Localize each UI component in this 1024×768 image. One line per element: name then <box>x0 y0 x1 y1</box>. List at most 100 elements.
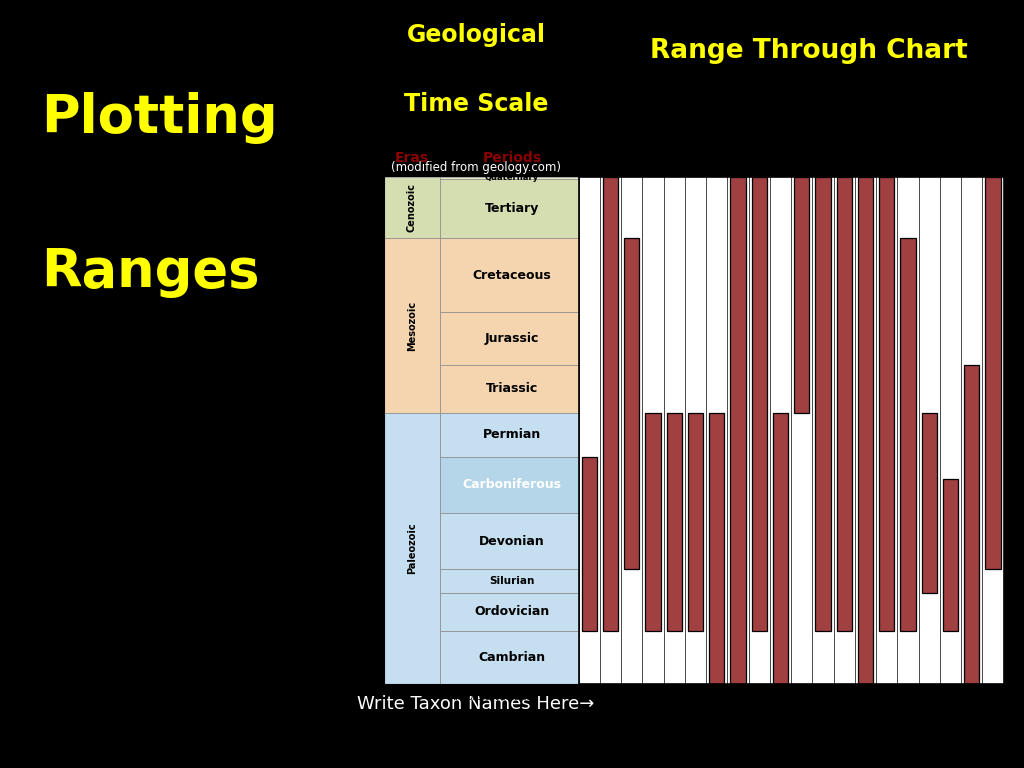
Text: Write Taxon Names Here→: Write Taxon Names Here→ <box>357 695 595 713</box>
Text: Permian: Permian <box>482 429 541 442</box>
Bar <box>815 177 830 631</box>
Text: (modified from geology.com): (modified from geology.com) <box>391 161 561 174</box>
Text: Class Articulata: Class Articulata <box>42 89 127 99</box>
Bar <box>773 412 788 684</box>
Text: Fossil 6: Fossil 6 <box>14 170 56 180</box>
Text: Fossil 3: Fossil 3 <box>14 109 56 119</box>
Text: Fossil 14: Fossil 14 <box>14 332 63 342</box>
Text: Class Trilobita: Class Trilobita <box>46 250 118 260</box>
Text: Class Rostroconchia: Class Rostroconchia <box>42 190 145 200</box>
Text: Range: Cambrian-Permian: Range: Cambrian-Permian <box>205 68 335 78</box>
Text: Fossil 8: Fossil 8 <box>14 210 56 220</box>
Text: Cretaceous: Cretaceous <box>472 269 551 282</box>
Text: Fossil 18: Fossil 18 <box>14 412 63 422</box>
Bar <box>922 412 937 593</box>
Text: Fossil 10: Fossil 10 <box>14 250 63 260</box>
Text: Order Scleractinia: Order Scleractinia <box>46 271 139 281</box>
Text: Class Gastropoda: Class Gastropoda <box>42 210 133 220</box>
Bar <box>752 177 767 631</box>
Bar <box>794 177 809 412</box>
Text: Class Bivalvia: Class Bivalvia <box>46 332 118 342</box>
Text: Range: Cambrian-Triassic: Range: Cambrian-Triassic <box>205 432 330 442</box>
Text: Periods: Periods <box>482 151 542 165</box>
Text: Tertiary: Tertiary <box>484 202 539 215</box>
Text: Mesozoic: Mesozoic <box>407 300 417 351</box>
Text: Carboniferous: Carboniferous <box>462 478 561 492</box>
Text: Eras: Eras <box>395 151 429 165</box>
Bar <box>384 412 440 684</box>
Text: Fossil 2: Fossil 2 <box>14 89 56 99</box>
Bar <box>667 412 682 631</box>
Bar <box>440 313 584 365</box>
Bar <box>582 457 597 631</box>
Bar <box>900 239 915 631</box>
Text: Triassic: Triassic <box>485 382 538 396</box>
Text: Range: Ordovician-Cretaceous: Range: Ordovician-Cretaceous <box>205 372 356 382</box>
Text: Class Edrioasteroidea: Class Edrioasteroidea <box>42 68 154 78</box>
Bar <box>384 239 440 412</box>
Bar <box>440 239 584 313</box>
Text: Class Stromatoporata: Class Stromatoporata <box>46 372 157 382</box>
Text: Range: Cambrian- Recent: Range: Cambrian- Recent <box>205 89 332 99</box>
Text: Paleozoic: Paleozoic <box>407 522 417 574</box>
Text: Fossil 5: Fossil 5 <box>14 150 56 160</box>
Text: Range: Cambrian- Recent: Range: Cambrian- Recent <box>205 352 332 362</box>
Text: Class Stenolaemata: Class Stenolaemata <box>42 230 144 240</box>
Text: Fossil 20:: Fossil 20: <box>14 453 68 463</box>
Text: Geological: Geological <box>407 23 546 47</box>
Bar <box>964 365 979 684</box>
Text: Range:  Silurian-Cretaceous: Range: Silurian-Cretaceous <box>205 109 343 119</box>
Bar <box>440 513 584 569</box>
Text: Class Conodonta: Class Conodonta <box>46 432 132 442</box>
Text: Ordovician: Ordovician <box>474 605 550 618</box>
Text: Order Tabulata: Order Tabulata <box>42 150 122 160</box>
Bar <box>645 412 660 631</box>
Text: Range: Cambrian-Permian: Range: Cambrian-Permian <box>205 250 335 260</box>
Bar <box>440 412 584 457</box>
Bar <box>440 365 584 412</box>
Text: Class Echinoidea: Class Echinoidea <box>46 311 133 321</box>
Text: Fossil 11: Fossil 11 <box>14 271 63 281</box>
Text: Fossil 12:: Fossil 12: <box>14 291 68 301</box>
Text: Plotting: Plotting <box>41 92 278 144</box>
Text: Range: Ordovician-Permian: Range: Ordovician-Permian <box>205 150 341 160</box>
Text: Order Rugosa: Order Rugosa <box>42 129 114 139</box>
Text: Fossil 16: Fossil 16 <box>14 372 63 382</box>
Text: Range: Ordovician- Recent: Range: Ordovician- Recent <box>205 291 338 301</box>
Text: Fossil 7: Fossil 7 <box>14 190 56 200</box>
Bar <box>879 177 894 631</box>
Text: Range: Cambrian-Carboniferous: Range: Cambrian-Carboniferous <box>205 412 365 422</box>
Bar <box>624 239 639 569</box>
Text: Range: Ordovician-Recent: Range: Ordovician-Recent <box>205 311 335 321</box>
Text: Range: Ordovician-Permian: Range: Ordovician-Permian <box>205 129 341 139</box>
Bar <box>440 631 584 684</box>
Text: Fossil 4: Fossil 4 <box>14 129 56 139</box>
Text: Range:  Cambrian-Permian: Range: Cambrian-Permian <box>205 392 339 402</box>
Text: Range:  Silurian-Recent: Range: Silurian-Recent <box>205 453 322 463</box>
Text: Range: Cambrian-Permian: Range: Cambrian-Permian <box>205 190 335 200</box>
Text: Fossil 9: Fossil 9 <box>14 230 56 240</box>
Text: Devonian: Devonian <box>479 535 545 548</box>
Text: Fossil 17: Fossil 17 <box>14 392 63 402</box>
Bar <box>837 177 852 631</box>
Bar <box>440 177 584 179</box>
Text: Class Crinoidea: Class Crinoidea <box>49 291 133 301</box>
Text: Fossil 15: Fossil 15 <box>14 352 63 362</box>
Text: Fossil 1: Fossil 1 <box>14 68 56 78</box>
Text: Millions of years ago: Millions of years ago <box>451 693 537 702</box>
Bar <box>985 177 1000 569</box>
Text: Ranges: Ranges <box>41 246 259 298</box>
Text: Range: Cambrian- Recent: Range: Cambrian- Recent <box>205 210 332 220</box>
Text: Range: Cambrian-Recent: Range: Cambrian-Recent <box>205 332 329 342</box>
Text: Time Scale: Time Scale <box>404 92 548 116</box>
Bar <box>730 177 745 684</box>
Bar <box>709 412 724 684</box>
Text: Class Blastoidea: Class Blastoidea <box>42 170 128 180</box>
Text: Range: Triassic- Recent: Range: Triassic- Recent <box>205 271 321 281</box>
Text: Subclass Nautiloidea: Subclass Nautiloidea <box>46 352 154 362</box>
Bar <box>440 179 584 239</box>
Bar <box>440 569 584 593</box>
Bar <box>384 177 440 239</box>
Text: Silurian: Silurian <box>489 576 535 586</box>
Text: Subclass Ammonoidea: Subclass Ammonoidea <box>42 109 162 119</box>
